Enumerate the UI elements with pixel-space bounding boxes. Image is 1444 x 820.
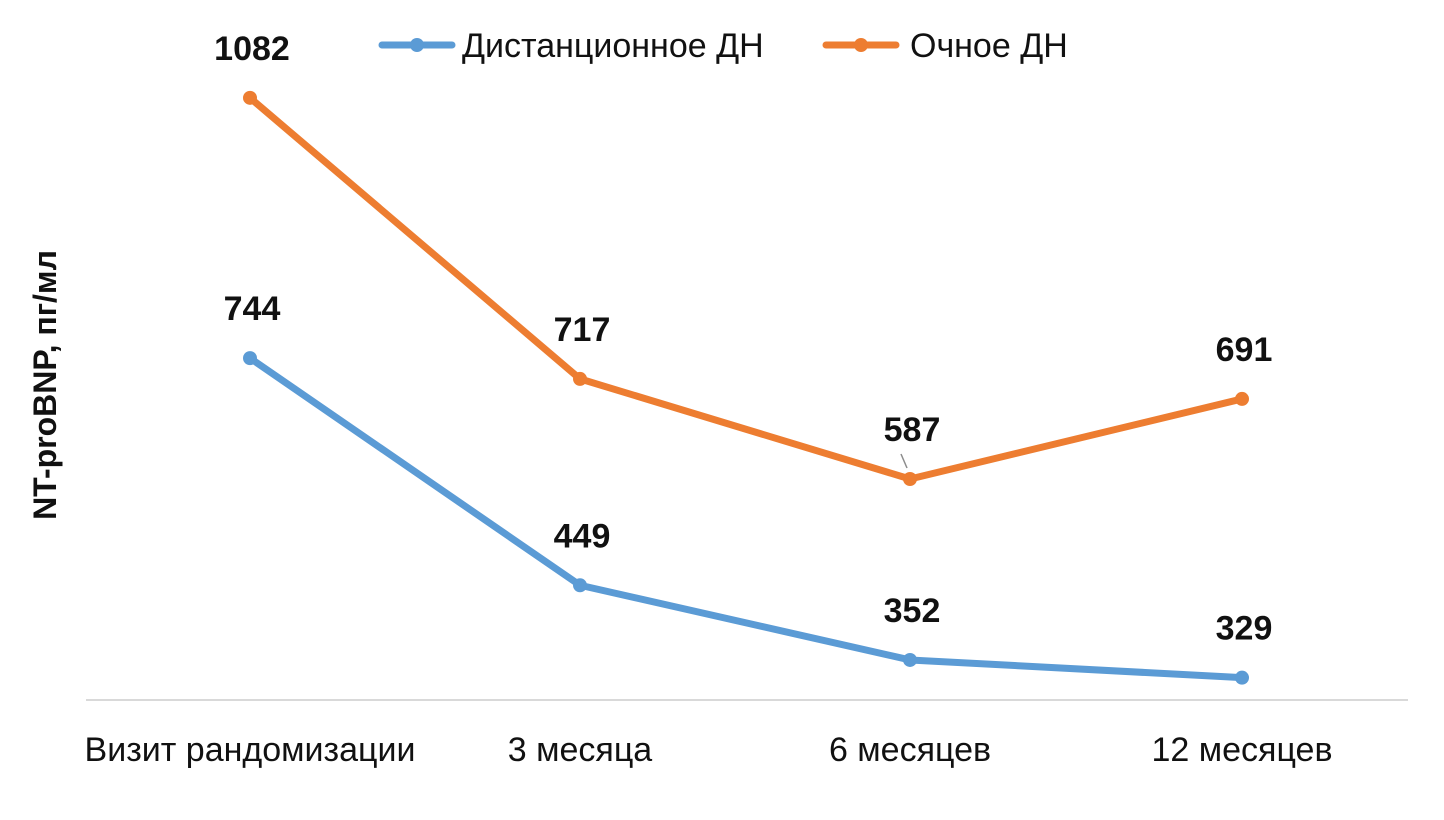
data-label-remote: 449 — [554, 517, 611, 555]
x-tick-labels: Визит рандомизации 3 месяца 6 месяцев 12 ме… — [85, 731, 1333, 769]
data-point-remote — [573, 578, 587, 593]
data-label-inperson: 691 — [1216, 331, 1273, 369]
legend-label-remote: Дистанционное ДН — [462, 27, 764, 65]
data-point-remote — [1235, 670, 1249, 685]
data-point-inperson — [903, 472, 917, 487]
series-layer: 744 449 352 329 1082 717 587 691 — [214, 30, 1272, 685]
data-label-inperson: 717 — [554, 311, 611, 349]
x-tick-label: 6 месяцев — [829, 731, 991, 769]
data-label-leader-line — [900, 453, 908, 469]
data-point-remote — [903, 652, 917, 667]
data-label-remote: 352 — [884, 592, 941, 630]
data-label-remote: 329 — [1216, 610, 1273, 648]
data-point-remote — [243, 351, 257, 366]
data-point-inperson — [243, 90, 257, 105]
legend-marker-inperson — [854, 38, 868, 52]
data-label-inperson: 1082 — [214, 30, 290, 68]
series-line-remote — [246, 354, 1246, 682]
y-axis-title: NT-proBNP, пг/мл — [27, 250, 63, 520]
legend-marker-remote — [410, 38, 424, 52]
series-line-inperson — [246, 94, 1246, 483]
data-label-inperson: 587 — [884, 411, 941, 449]
data-point-inperson — [573, 371, 587, 386]
data-point-inperson — [1235, 391, 1249, 406]
data-label-remote: 744 — [224, 290, 281, 328]
legend: Дистанционное ДН Очное ДН — [378, 27, 1068, 65]
legend-label-inperson: Очное ДН — [910, 27, 1068, 65]
x-tick-label: 3 месяца — [508, 731, 653, 769]
x-tick-label: Визит рандомизации — [85, 731, 416, 769]
x-tick-label: 12 месяцев — [1151, 731, 1332, 769]
